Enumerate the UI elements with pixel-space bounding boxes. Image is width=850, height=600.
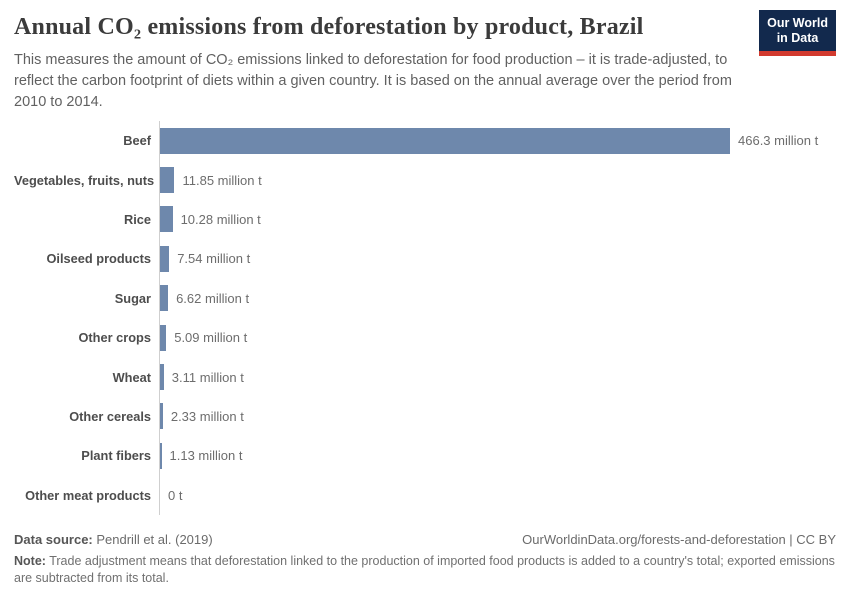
- category-label: Sugar: [114, 290, 151, 306]
- chart-row: Other crops 5.09 million t: [14, 317, 836, 358]
- plot-area: 466.3 million t: [159, 121, 836, 161]
- chart-row: Other meat products 0 t: [14, 475, 836, 515]
- chart-header: Annual CO₂ emissions from deforestation …: [14, 0, 836, 113]
- bar[interactable]: [160, 403, 163, 430]
- chart-rows: Beef 466.3 million t Vegetables, fruits, n…: [14, 121, 836, 515]
- note-label: Note:: [14, 553, 46, 568]
- chart-footer: Data source: Pendrill et al. (2019) OurW…: [14, 532, 836, 587]
- owid-logo-line2: in Data: [776, 31, 819, 45]
- data-source-label: Data source:: [14, 531, 93, 547]
- category-label: Oilseed products: [46, 251, 151, 267]
- value-label: 5.09 million t: [174, 330, 248, 346]
- category-label: Plant fibers: [81, 448, 151, 464]
- owid-logo-line1: Our World: [767, 16, 828, 30]
- bar-chart: Beef 466.3 million t Vegetables, fruits, n…: [14, 121, 836, 515]
- plot-area: 11.85 million t: [159, 160, 836, 200]
- category-label: Rice: [123, 211, 151, 227]
- bar[interactable]: [160, 206, 173, 233]
- data-source-value: Pendrill et al. (2019): [92, 531, 213, 547]
- category-label: Wheat: [112, 369, 151, 385]
- bar[interactable]: [160, 127, 730, 154]
- chart-row: Sugar 6.62 million t: [14, 278, 836, 318]
- value-label: 2.33 million t: [170, 408, 244, 424]
- chart-subtitle: This measures the amount of CO₂ emission…: [14, 52, 732, 110]
- value-label: 10.28 million t: [180, 211, 261, 227]
- data-source: Data source: Pendrill et al. (2019): [14, 532, 213, 547]
- page-title: Annual CO₂ emissions from deforestation …: [14, 14, 644, 40]
- bar[interactable]: [160, 442, 162, 469]
- chart-row: Vegetables, fruits, nuts 11.85 million t: [14, 160, 836, 200]
- value-label: 3.11 million t: [171, 369, 244, 385]
- category-label: Other crops: [78, 330, 151, 346]
- owid-logo: Our World in Data: [759, 10, 836, 56]
- footer-top-row: Data source: Pendrill et al. (2019) OurW…: [14, 532, 836, 547]
- value-label: 1.13 million t: [169, 448, 243, 464]
- chart-row: Plant fibers 1.13 million t: [14, 436, 836, 476]
- value-label: 6.62 million t: [176, 290, 250, 306]
- value-label: 7.54 million t: [177, 251, 251, 267]
- footer-note: Note: Trade adjustment means that defore…: [14, 553, 836, 587]
- plot-area: 0 t: [159, 475, 836, 515]
- note-value: Trade adjustment means that deforestatio…: [14, 553, 835, 585]
- plot-area: 1.13 million t: [159, 436, 836, 476]
- category-label: Other meat products: [25, 487, 151, 503]
- value-label: 466.3 million t: [738, 133, 819, 149]
- category-label: Other cereals: [69, 408, 151, 424]
- bar[interactable]: [160, 167, 175, 194]
- chart-row: Wheat 3.11 million t: [14, 357, 836, 397]
- bar[interactable]: [160, 324, 167, 351]
- bar[interactable]: [160, 364, 164, 391]
- chart-row: Rice 10.28 million t: [14, 199, 836, 240]
- plot-area: 7.54 million t: [159, 239, 836, 279]
- bar[interactable]: [160, 245, 170, 272]
- category-label: Beef: [123, 133, 151, 149]
- plot-area: 6.62 million t: [159, 278, 836, 318]
- chart-row: Other cereals 2.33 million t: [14, 396, 836, 437]
- value-label: 0 t: [168, 487, 183, 503]
- chart-row: Oilseed products 7.54 million t: [14, 239, 836, 279]
- plot-area: 5.09 million t: [159, 317, 836, 358]
- category-label: Vegetables, fruits, nuts: [14, 172, 155, 188]
- plot-area: 10.28 million t: [159, 199, 836, 240]
- plot-area: 3.11 million t: [159, 357, 836, 397]
- credit-link[interactable]: OurWorldinData.org/forests-and-deforesta…: [522, 531, 836, 547]
- value-label: 11.85 million t: [182, 172, 262, 188]
- bar[interactable]: [160, 285, 169, 312]
- plot-area: 2.33 million t: [159, 396, 836, 437]
- chart-row: Beef 466.3 million t: [14, 121, 836, 161]
